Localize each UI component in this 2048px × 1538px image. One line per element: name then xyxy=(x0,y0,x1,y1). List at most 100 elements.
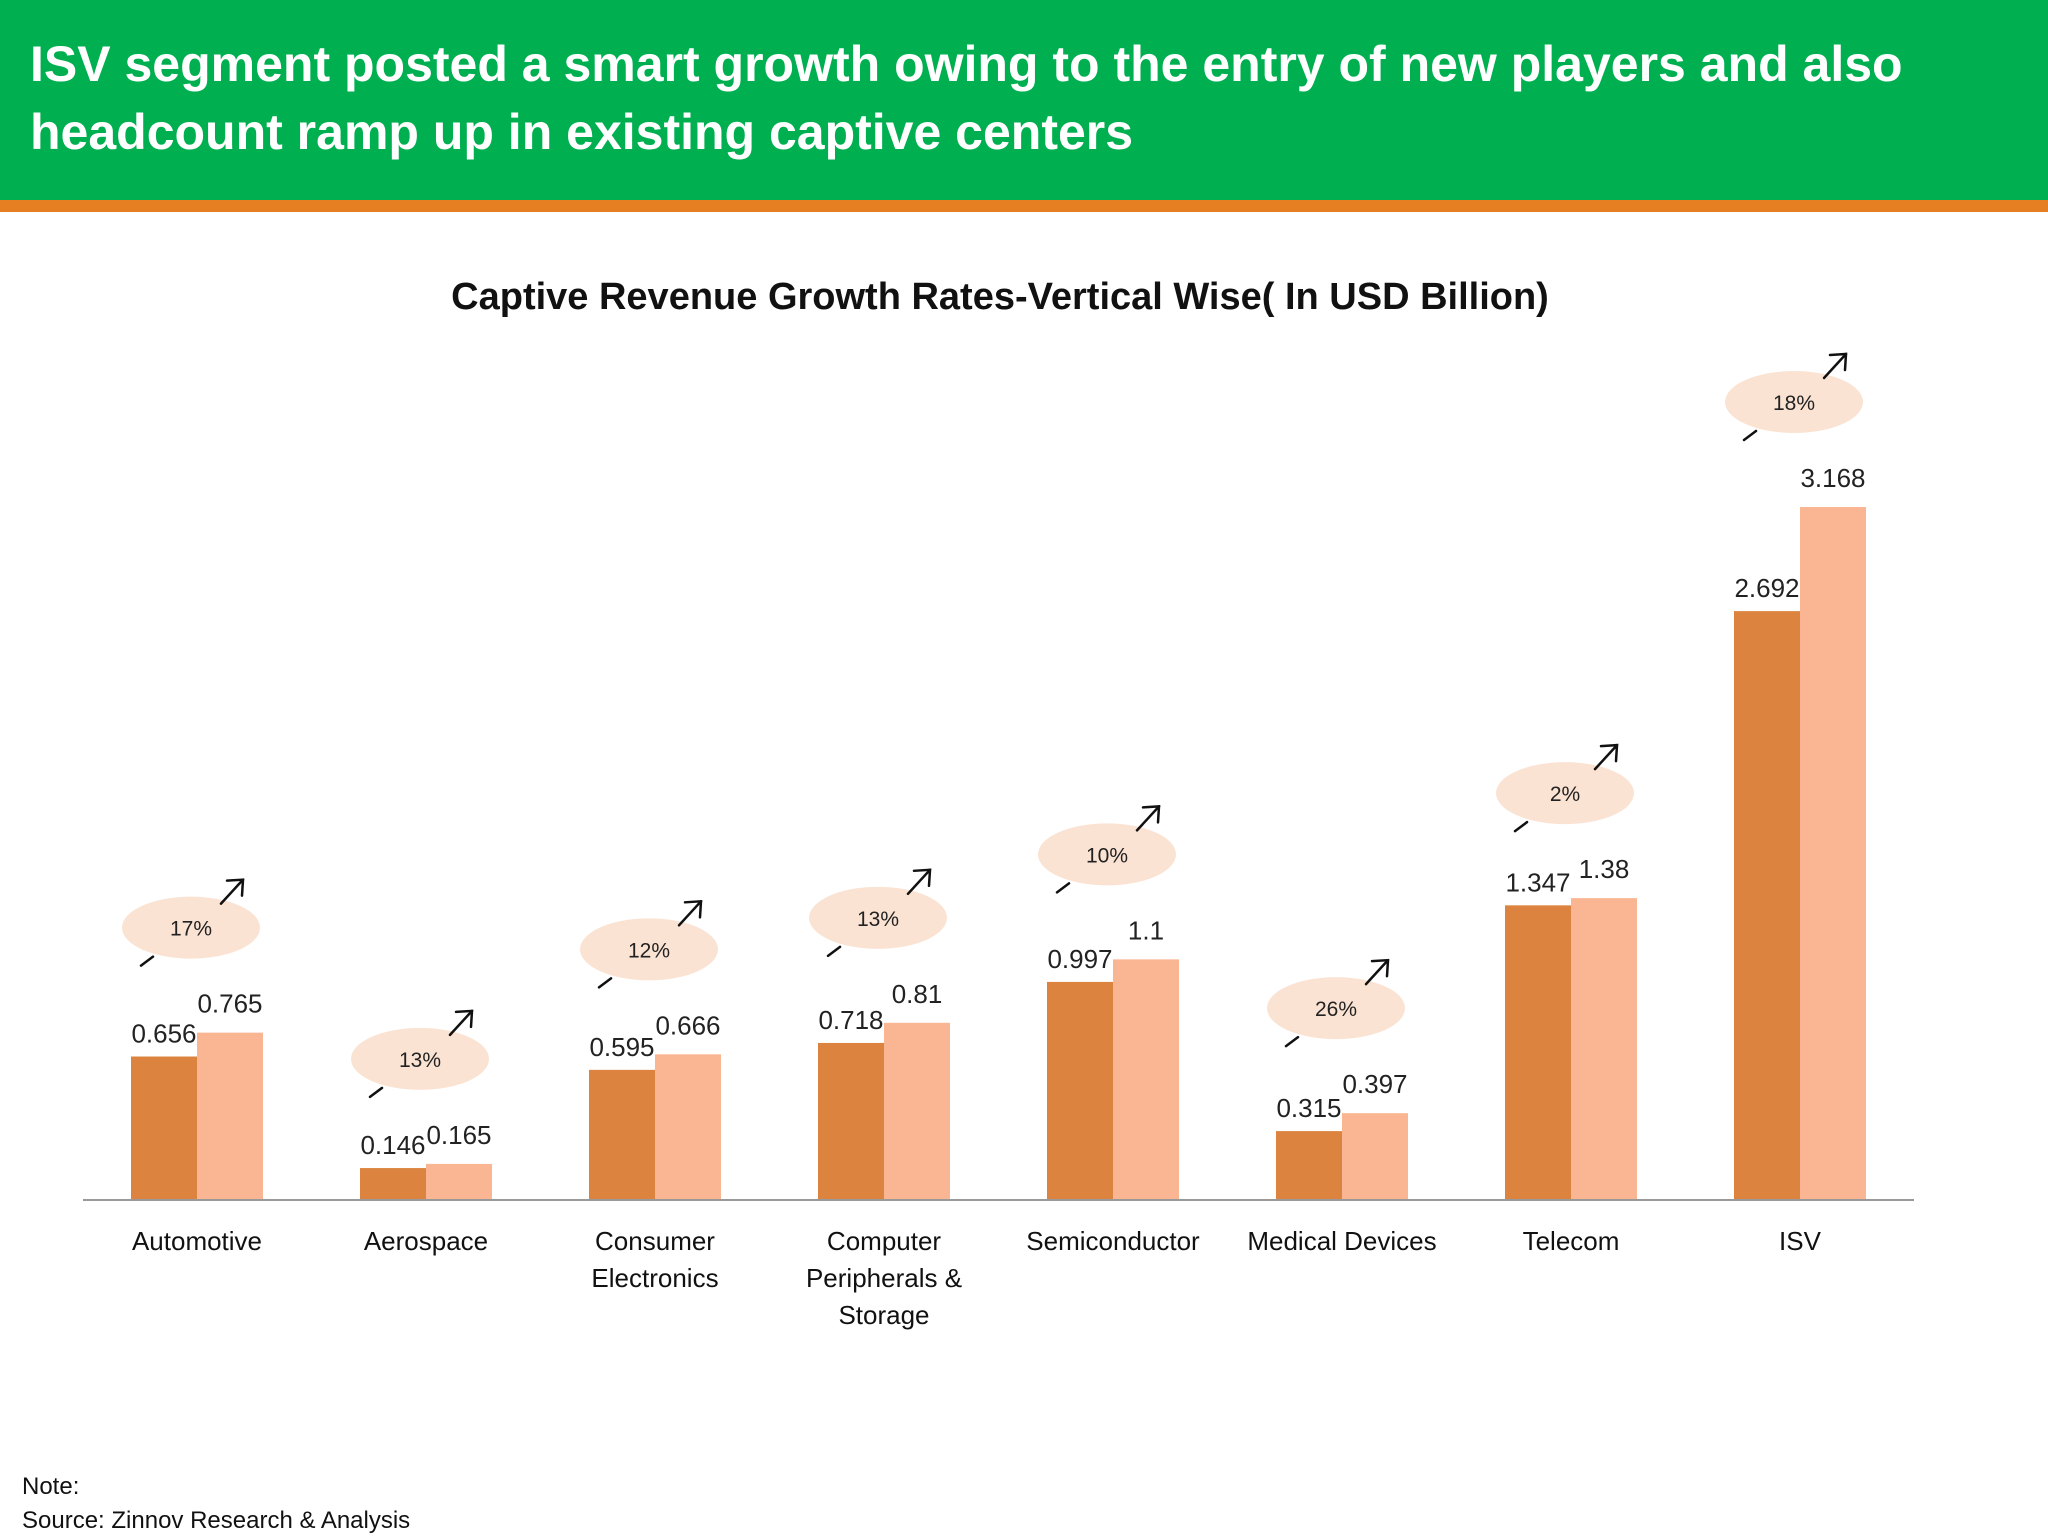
bar-series-2 xyxy=(1571,898,1637,1200)
value-label-series-1: 2.692 xyxy=(1734,573,1799,603)
growth-rate-label: 17% xyxy=(170,918,212,941)
growth-rate-label: 12% xyxy=(628,939,670,962)
category-label-line: Medical Devices xyxy=(1247,1226,1436,1256)
bar-series-1 xyxy=(818,1042,884,1200)
up-right-arrow-icon xyxy=(1513,743,1619,833)
bar-series-1 xyxy=(589,1069,655,1200)
value-label-series-1: 0.997 xyxy=(1047,944,1112,974)
bar-series-1 xyxy=(1505,905,1571,1200)
arrow-head xyxy=(454,1009,474,1029)
arrow-head xyxy=(912,868,932,888)
category-label: ISV xyxy=(1779,1226,1822,1256)
arrow-tail-segment xyxy=(597,977,613,989)
growth-badge: 17% xyxy=(122,878,260,967)
arrow-shaft xyxy=(677,900,703,927)
category-label: Semiconductor xyxy=(1026,1226,1200,1256)
arrow-shaft xyxy=(448,1009,474,1037)
bar-series-1 xyxy=(131,1056,197,1200)
bar-series-1 xyxy=(1047,981,1113,1200)
arrow-shaft xyxy=(1593,743,1619,771)
value-label-series-2: 0.81 xyxy=(892,979,943,1009)
category-label: Computer Peripherals & Storage xyxy=(806,1226,962,1330)
category-label-line: Semiconductor xyxy=(1026,1226,1200,1256)
value-label-series-2: 1.1 xyxy=(1128,915,1164,945)
category-label-line: Consumer xyxy=(595,1226,715,1256)
growth-rate-label: 13% xyxy=(399,1049,441,1072)
growth-rate-label: 26% xyxy=(1315,998,1357,1021)
note-label: Note: xyxy=(22,1473,80,1500)
category-label-line: Electronics xyxy=(591,1263,718,1293)
growth-badge: 2% xyxy=(1496,743,1634,833)
arrow-head xyxy=(1141,805,1161,824)
value-label-series-1: 0.656 xyxy=(131,1019,196,1049)
arrow-shaft xyxy=(1822,352,1848,380)
category-label-line: Telecom xyxy=(1523,1226,1620,1256)
growth-badge: 13% xyxy=(809,868,947,958)
value-label-series-1: 1.347 xyxy=(1505,867,1570,897)
value-label-series-2: 1.38 xyxy=(1579,854,1630,884)
arrow-tail-segment xyxy=(1055,882,1071,894)
category-label-line: Peripherals & xyxy=(806,1263,962,1293)
growth-badge: 12% xyxy=(580,899,718,989)
value-label-series-1: 0.146 xyxy=(360,1130,425,1160)
header-rule xyxy=(0,200,2048,212)
bar-series-1 xyxy=(1276,1131,1342,1200)
growth-badge-bubble xyxy=(809,886,947,949)
arrow-shaft xyxy=(1135,805,1161,832)
up-right-arrow-icon xyxy=(597,899,703,989)
slide-title: ISV segment posted a smart growth owing … xyxy=(30,36,1903,160)
value-label-series-2: 0.666 xyxy=(655,1010,720,1040)
chart-title: Captive Revenue Growth Rates-Vertical Wi… xyxy=(451,276,1549,318)
arrow-shaft xyxy=(906,868,932,896)
bar-series-2 xyxy=(1113,959,1179,1200)
category-label-line: Computer xyxy=(827,1226,941,1256)
bar-series-1 xyxy=(1734,611,1800,1200)
growth-badges-group: 17% 13% 12% 13% 10% 26% 2% 18% xyxy=(122,352,1863,1099)
value-label-series-1: 0.718 xyxy=(818,1005,883,1035)
arrow-head xyxy=(1370,958,1390,978)
growth-badge-bubble xyxy=(351,1027,489,1090)
footnote: Note: Source: Zinnov Research & Analysis xyxy=(22,1470,410,1538)
bar-series-2 xyxy=(884,1022,950,1200)
category-label-line: Automotive xyxy=(132,1226,262,1256)
up-right-arrow-icon xyxy=(368,1009,474,1099)
growth-badge-bubble xyxy=(1496,762,1634,825)
arrow-head xyxy=(1599,743,1619,763)
category-label: Automotive xyxy=(132,1226,262,1256)
growth-rate-label: 10% xyxy=(1086,844,1128,867)
up-right-arrow-icon xyxy=(1742,352,1848,442)
growth-rate-label: 18% xyxy=(1773,392,1815,415)
growth-rate-label: 13% xyxy=(857,908,899,931)
up-right-arrow-icon xyxy=(826,868,932,958)
category-label-line: Storage xyxy=(838,1300,929,1330)
category-label: Medical Devices xyxy=(1247,1226,1436,1256)
growth-badge: 13% xyxy=(351,1009,489,1099)
value-label-series-2: 0.165 xyxy=(426,1120,491,1150)
category-label-line: ISV xyxy=(1779,1226,1822,1256)
growth-rate-label: 2% xyxy=(1550,783,1580,806)
bar-chart: Captive Revenue Growth Rates-Vertical Wi… xyxy=(83,276,1914,1330)
bars-group xyxy=(131,507,1866,1200)
arrow-tail-segment xyxy=(826,945,842,958)
arrow-head xyxy=(1828,352,1848,372)
arrow-tail-segment xyxy=(139,955,155,967)
bar-series-2 xyxy=(1800,507,1866,1200)
bar-series-2 xyxy=(197,1032,263,1200)
growth-badge-bubble xyxy=(1267,977,1405,1040)
growth-badge: 26% xyxy=(1267,958,1405,1048)
up-right-arrow-icon xyxy=(1284,958,1390,1048)
bar-series-2 xyxy=(426,1163,492,1200)
bar-series-2 xyxy=(655,1054,721,1200)
arrow-head xyxy=(225,878,245,897)
arrow-shaft xyxy=(1364,958,1390,986)
source-text: Source: Zinnov Research & Analysis xyxy=(22,1507,411,1534)
value-label-series-1: 0.595 xyxy=(589,1032,654,1062)
header-banner: ISV segment posted a smart growth owing … xyxy=(0,0,2048,200)
up-right-arrow-icon xyxy=(1055,805,1161,894)
growth-badge: 10% xyxy=(1038,805,1176,894)
arrow-shaft xyxy=(219,878,245,905)
arrow-tail-segment xyxy=(368,1086,384,1099)
bar-series-2 xyxy=(1342,1113,1408,1200)
growth-badge-bubble xyxy=(1038,823,1176,886)
